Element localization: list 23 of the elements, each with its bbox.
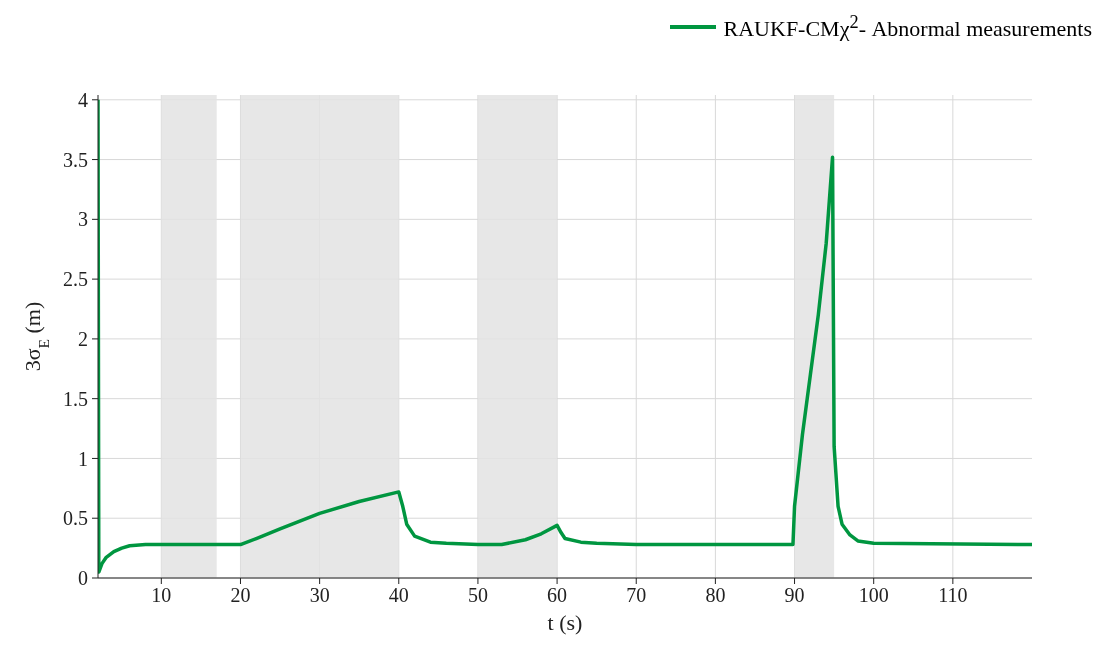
- x-tick-label: 40: [388, 584, 409, 607]
- y-tick-label: 2.5: [63, 268, 88, 291]
- legend-label: RAUKF-CMχ$^{2}$- Abnormal measurements: [723, 12, 1092, 43]
- line-series: [98, 98, 1032, 574]
- y-tick-label: 3.5: [63, 148, 88, 171]
- x-tick-label: 20: [230, 584, 251, 607]
- y-tick-label: 1.5: [63, 387, 88, 410]
- x-tick-label: 90: [784, 584, 805, 607]
- y-tick-label: 2: [78, 327, 88, 350]
- y-tick-label: 3: [78, 208, 88, 231]
- x-tick-label: 50: [467, 584, 488, 607]
- x-tick-label: 100: [858, 584, 889, 607]
- x-tick-label: 60: [547, 584, 568, 607]
- y-tick-label: 0.5: [63, 507, 88, 530]
- x-tick-label: 70: [626, 584, 647, 607]
- x-tick-label: 10: [151, 584, 172, 607]
- x-tick-label: 30: [309, 584, 330, 607]
- x-axis-title: t (s): [547, 610, 583, 635]
- y-tick-label: 0: [78, 567, 88, 590]
- x-tick-label: 80: [705, 584, 726, 607]
- y-tick-label: 1: [78, 447, 88, 470]
- y-tick-label: 4: [78, 88, 88, 111]
- x-tick-label: 110: [938, 584, 968, 607]
